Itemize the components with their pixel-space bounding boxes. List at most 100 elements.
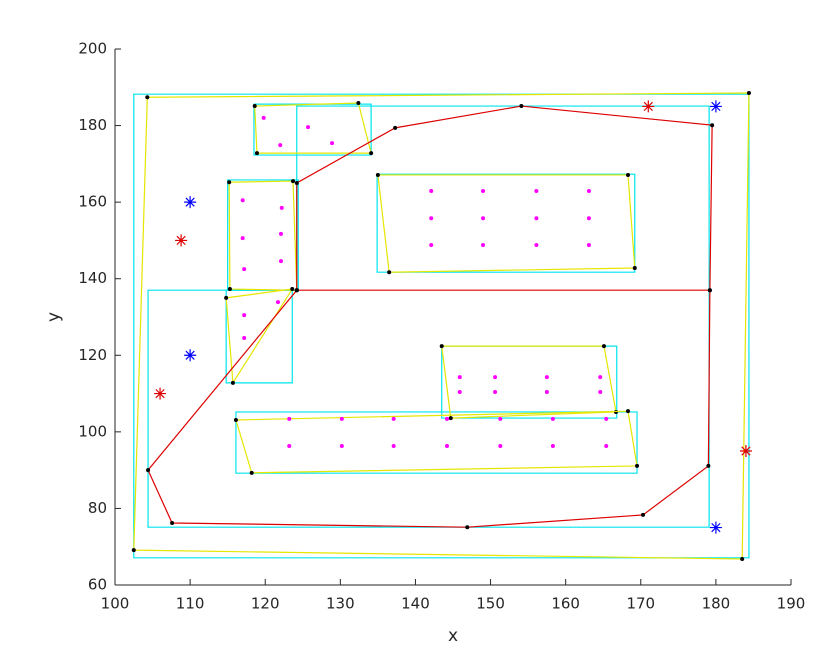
polygon — [235, 410, 638, 474]
vertex — [131, 548, 136, 553]
y-axis-label: y — [44, 312, 64, 322]
star-marker — [154, 387, 167, 400]
polygon — [235, 411, 638, 474]
dot — [457, 375, 462, 380]
vertex — [632, 265, 637, 270]
vertex — [710, 123, 715, 128]
dot — [278, 259, 283, 264]
vertex — [740, 556, 745, 561]
dot — [240, 236, 245, 241]
vertex — [448, 416, 453, 421]
polygon — [147, 105, 710, 528]
x-axis-label: x — [448, 626, 458, 646]
polygon — [441, 345, 618, 419]
y-tick-label: 200 — [78, 40, 107, 58]
vertex — [230, 380, 235, 385]
x-tick-label: 190 — [777, 595, 806, 613]
dot — [544, 375, 549, 380]
path-line — [147, 105, 713, 528]
dot — [550, 444, 555, 449]
vertex — [252, 104, 257, 109]
y-tick-label: 60 — [88, 576, 107, 594]
polygon — [441, 345, 617, 419]
vertex — [294, 181, 299, 185]
y-tick-label: 100 — [78, 422, 107, 440]
dot — [550, 416, 555, 421]
vertex — [254, 151, 259, 156]
dot — [481, 189, 486, 194]
polygon — [228, 180, 298, 291]
dot — [306, 125, 311, 130]
dot — [242, 267, 247, 272]
polygon — [227, 179, 299, 291]
dot — [391, 416, 396, 421]
dot — [279, 205, 284, 210]
x-tick-label: 120 — [251, 595, 280, 613]
polygon — [254, 102, 372, 154]
vertex — [356, 100, 361, 105]
dot — [287, 416, 292, 421]
dot — [544, 390, 549, 395]
dot — [586, 189, 591, 194]
dot — [242, 313, 247, 318]
dot — [586, 216, 591, 221]
dot — [493, 375, 498, 380]
dot — [498, 416, 503, 421]
dot — [534, 189, 539, 194]
y-tick-label: 140 — [78, 269, 107, 287]
vertex — [227, 287, 232, 292]
dot — [604, 416, 609, 421]
dot — [242, 336, 247, 341]
dot — [598, 375, 603, 380]
star-marker — [739, 445, 752, 457]
vertex — [227, 180, 232, 185]
vertex — [375, 172, 380, 177]
star-marker — [175, 234, 188, 247]
star-marker — [184, 349, 197, 362]
vertex — [519, 104, 524, 109]
dot — [493, 390, 498, 395]
dot — [598, 390, 603, 395]
vertex — [387, 270, 392, 275]
star-marker — [642, 100, 655, 113]
x-tick-label: 100 — [101, 595, 130, 613]
dot — [339, 416, 344, 421]
dot — [391, 444, 396, 449]
polygon — [225, 288, 294, 385]
dot — [278, 143, 283, 148]
dot — [278, 231, 283, 236]
vertex — [439, 344, 444, 349]
vertex — [249, 470, 254, 475]
star-marker — [709, 100, 722, 113]
vertex — [146, 468, 151, 473]
x-tick-label: 160 — [551, 595, 580, 613]
x-tick-label: 130 — [326, 595, 355, 613]
dot — [534, 243, 539, 248]
vertex — [291, 179, 296, 184]
vertex — [233, 417, 238, 422]
vertex — [746, 91, 751, 96]
x-tick-label: 140 — [401, 595, 430, 613]
vertex — [626, 172, 631, 177]
vertex — [465, 525, 470, 530]
x-tick-label: 180 — [702, 595, 731, 613]
dot — [444, 444, 449, 449]
dot — [429, 216, 434, 221]
y-tick-label: 120 — [78, 346, 107, 364]
vertex — [170, 520, 175, 525]
dot — [275, 300, 280, 305]
dot — [261, 115, 266, 120]
vertex — [393, 125, 398, 130]
star-marker — [709, 521, 722, 534]
vertex — [635, 463, 640, 468]
polygon — [377, 174, 636, 273]
dot — [604, 444, 609, 449]
vertex — [641, 512, 646, 517]
vertex — [369, 151, 374, 156]
polygon — [253, 103, 372, 156]
dot — [586, 243, 591, 248]
y-tick-label: 80 — [88, 499, 107, 517]
dot — [457, 390, 462, 395]
vertex — [294, 288, 299, 293]
vertex — [626, 409, 631, 414]
